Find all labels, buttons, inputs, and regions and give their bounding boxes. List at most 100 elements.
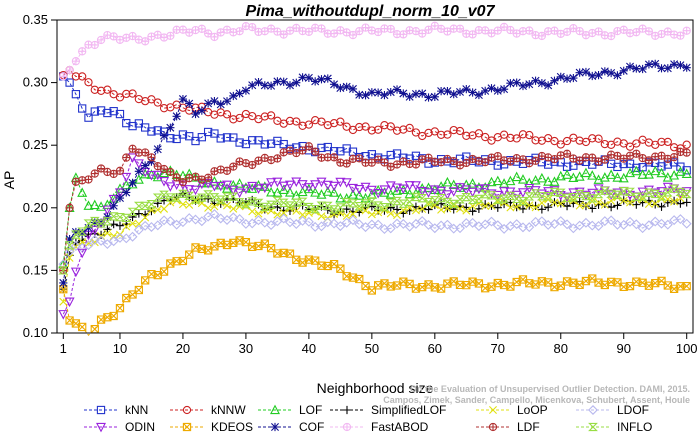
data-point [354,184,365,195]
data-point [448,187,459,197]
data-point [127,231,138,242]
data-point [361,122,370,131]
data-point [166,31,175,40]
data-point [89,234,100,245]
legend-label: SimplifiedLOF [371,403,446,417]
x-tick-label: 10 [113,341,127,356]
data-point [178,189,188,199]
data-point [682,282,691,291]
data-point [662,188,673,197]
data-point [587,170,598,180]
data-point [103,229,112,238]
data-point [405,92,414,101]
legend-label: LDOF [617,403,649,417]
data-point [562,149,572,158]
data-point [575,156,584,165]
data-point [443,204,452,213]
plot-frame [56,19,694,334]
y-tick-label: 0.20 [23,200,48,215]
data-point [657,64,666,73]
data-point [292,23,301,33]
data-point [254,78,263,87]
data-point [279,208,288,217]
data-point [70,241,81,251]
data-point [203,173,213,182]
data-point [455,223,465,234]
legend-marker [488,422,498,432]
data-point [550,136,559,146]
data-point [632,139,641,148]
data-point [78,322,87,332]
data-point [234,213,245,224]
data-point [682,166,691,175]
data-point [487,136,496,145]
data-point [172,196,181,205]
data-point [437,205,446,214]
data-point [70,267,81,278]
data-point [361,206,370,215]
data-point [638,64,647,74]
series-ldof [58,209,692,270]
legend-marker [342,405,352,415]
data-point [399,30,408,39]
data-point [247,218,258,229]
data-point [670,60,679,69]
data-point [204,203,213,212]
data-point [588,71,597,81]
data-point [102,205,113,216]
data-point [272,187,283,197]
data-point [84,175,93,184]
data-point [436,158,446,167]
data-point [657,195,666,203]
data-point [398,199,409,208]
series-line [62,188,687,271]
data-point [588,197,597,206]
data-point [228,212,239,223]
data-point [454,183,466,193]
data-point [335,203,346,212]
data-point [587,188,598,199]
data-point [115,212,125,222]
data-point [316,221,327,232]
legend-marker [95,422,107,433]
data-point [102,199,113,209]
data-point [133,224,144,235]
series-line [62,69,687,149]
data-point [342,159,351,168]
data-point [329,187,340,197]
data-point [64,297,75,308]
data-point [511,171,522,182]
data-point [525,26,534,35]
series-ldf [59,142,691,275]
x-tick-label: 100 [676,341,698,356]
x-axis-label: Neighborhood size [317,380,434,396]
data-point [266,200,277,209]
data-point [575,201,584,210]
data-point [78,104,87,113]
data-point [650,189,661,199]
data-point [285,217,295,228]
data-point [184,191,195,201]
data-point [166,123,175,132]
data-point [486,216,497,227]
data-point [467,217,478,228]
data-point [229,115,238,124]
data-point [322,217,333,228]
data-point [417,183,428,193]
data-point [355,154,364,163]
series-layer [58,21,692,336]
data-point [392,85,402,94]
data-point [273,154,282,163]
data-point [637,192,648,201]
data-point [141,37,150,46]
series-fastabod [59,21,691,81]
data-point [625,62,635,71]
data-point [676,199,685,208]
data-point [317,75,326,84]
data-point [613,71,622,80]
data-point [625,167,636,178]
data-point [310,180,321,190]
data-point [392,126,402,135]
data-point [322,201,333,210]
data-point [474,90,484,100]
